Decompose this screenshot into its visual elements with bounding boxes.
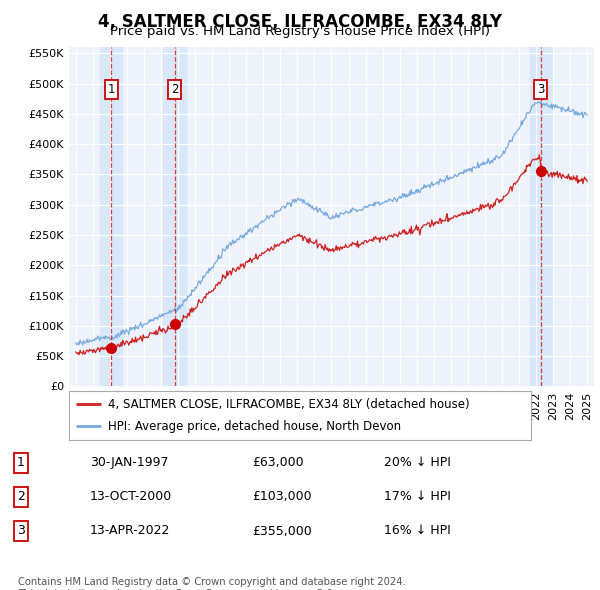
Bar	[530, 47, 552, 386]
Text: £355,000: £355,000	[252, 525, 312, 537]
Bar	[163, 47, 185, 386]
Text: 17% ↓ HPI: 17% ↓ HPI	[384, 490, 451, 503]
Text: 1: 1	[107, 83, 115, 96]
Text: Price paid vs. HM Land Registry's House Price Index (HPI): Price paid vs. HM Land Registry's House …	[110, 25, 490, 38]
Text: 16% ↓ HPI: 16% ↓ HPI	[384, 525, 451, 537]
Text: £103,000: £103,000	[252, 490, 311, 503]
Text: £63,000: £63,000	[252, 456, 304, 469]
Text: HPI: Average price, detached house, North Devon: HPI: Average price, detached house, Nort…	[108, 420, 401, 433]
Text: 13-APR-2022: 13-APR-2022	[90, 525, 170, 537]
Text: 2: 2	[17, 490, 25, 503]
Text: 30-JAN-1997: 30-JAN-1997	[90, 456, 169, 469]
Text: 4, SALTMER CLOSE, ILFRACOMBE, EX34 8LY (detached house): 4, SALTMER CLOSE, ILFRACOMBE, EX34 8LY (…	[108, 398, 470, 411]
Text: 13-OCT-2000: 13-OCT-2000	[90, 490, 172, 503]
Text: Contains HM Land Registry data © Crown copyright and database right 2024.
This d: Contains HM Land Registry data © Crown c…	[18, 577, 406, 590]
Text: 3: 3	[17, 525, 25, 537]
Text: 2: 2	[171, 83, 178, 96]
Text: 1: 1	[17, 456, 25, 469]
Text: 4, SALTMER CLOSE, ILFRACOMBE, EX34 8LY: 4, SALTMER CLOSE, ILFRACOMBE, EX34 8LY	[98, 13, 502, 31]
Text: 20% ↓ HPI: 20% ↓ HPI	[384, 456, 451, 469]
Bar	[100, 47, 122, 386]
Text: 3: 3	[537, 83, 545, 96]
